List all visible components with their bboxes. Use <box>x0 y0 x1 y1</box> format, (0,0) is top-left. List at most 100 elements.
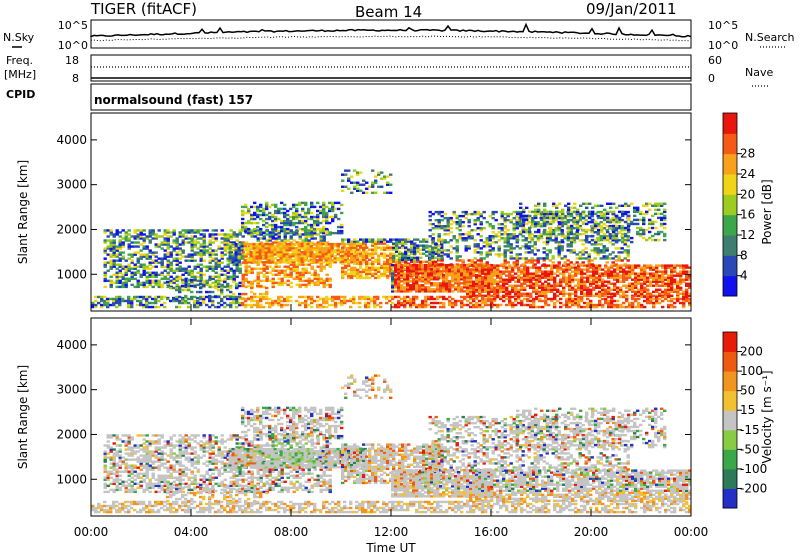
radar-cell <box>466 280 470 283</box>
radar-cell <box>455 259 459 262</box>
radar-cell <box>262 279 266 283</box>
radar-cell <box>583 292 587 296</box>
radar-cell <box>344 264 348 268</box>
radar-cell <box>264 252 268 256</box>
radar-cell <box>130 271 134 274</box>
radar-cell <box>100 299 104 303</box>
radar-cell <box>573 220 577 224</box>
radar-cell <box>271 251 275 254</box>
radar-cell <box>187 241 191 244</box>
radar-cell <box>490 276 494 279</box>
radar-cell <box>295 263 299 266</box>
radar-cell <box>519 224 523 228</box>
radar-cell <box>325 279 329 283</box>
radar-cell <box>184 241 188 244</box>
radar-cell <box>285 250 289 254</box>
radar-cell <box>499 276 503 279</box>
radar-cell <box>121 283 125 287</box>
radar-cell <box>341 248 345 251</box>
radar-cell <box>509 255 513 258</box>
radar-cell <box>154 251 158 254</box>
radar-cell <box>605 210 609 214</box>
radar-cell <box>637 274 641 277</box>
radar-cell <box>448 282 452 285</box>
radar-cell <box>550 266 554 269</box>
radar-cell <box>685 278 689 281</box>
radar-cell <box>270 246 274 250</box>
radar-cell <box>428 210 432 214</box>
radar-cell <box>541 272 545 275</box>
radar-cell <box>397 274 401 277</box>
radar-cell <box>536 249 540 252</box>
radar-cell <box>202 243 206 246</box>
radar-cell <box>577 286 581 289</box>
radar-cell <box>409 290 413 293</box>
radar-cell <box>328 285 332 289</box>
radar-cell <box>238 284 242 288</box>
radar-cell <box>145 281 149 285</box>
radar-cell <box>172 279 176 283</box>
radar-cell <box>460 274 464 277</box>
radar-cell <box>238 281 242 285</box>
radar-cell <box>663 214 667 218</box>
radar-cell <box>472 268 476 271</box>
radar-cell <box>289 231 293 235</box>
radar-cell <box>199 282 203 286</box>
radar-cell <box>262 213 266 217</box>
radar-cell <box>437 257 441 260</box>
radar-cell <box>298 277 302 281</box>
radar-cell <box>154 283 158 287</box>
radar-cell <box>163 257 167 260</box>
radar-cell <box>234 244 238 248</box>
radar-cell <box>148 255 152 258</box>
radar-cell <box>430 278 434 281</box>
radar-cell <box>392 246 396 249</box>
radar-cell <box>154 305 158 309</box>
radar-cell <box>139 275 143 279</box>
radar-cell <box>544 274 548 277</box>
radar-cell <box>392 242 396 245</box>
radar-cell <box>436 284 440 287</box>
radar-cell <box>545 243 549 246</box>
radar-cell <box>652 280 656 283</box>
radar-cell <box>142 233 146 236</box>
radar-cell <box>318 244 322 248</box>
radar-cell <box>607 272 611 275</box>
radar-cell <box>136 295 140 299</box>
radar-cell <box>244 269 248 272</box>
radar-cell <box>309 244 313 248</box>
radar-cell <box>652 290 656 294</box>
radar-cell <box>535 288 539 292</box>
radar-cell <box>286 231 290 235</box>
radar-cell <box>605 247 609 250</box>
radar-cell <box>449 222 453 226</box>
radar-cell <box>509 245 513 248</box>
radar-cell <box>612 226 616 230</box>
radar-cell <box>359 238 363 241</box>
radar-cell <box>416 258 420 261</box>
radar-cell <box>199 257 203 260</box>
radar-cell <box>524 245 528 248</box>
radar-cell <box>241 241 245 244</box>
radar-cell <box>362 260 366 264</box>
radar-cell <box>430 270 434 273</box>
radar-cell <box>437 238 441 241</box>
radar-cell <box>481 272 485 275</box>
radar-cell <box>667 286 671 289</box>
radar-cell <box>648 236 652 240</box>
radar-cell <box>199 279 203 283</box>
radar-cell <box>244 205 248 209</box>
radar-cell <box>304 267 308 270</box>
radar-cell <box>620 229 624 232</box>
radar-cell <box>115 263 119 266</box>
radar-cell <box>321 242 325 246</box>
radar-cell <box>451 284 455 287</box>
radar-cell <box>625 290 629 294</box>
radar-cell <box>600 226 604 230</box>
radar-cell <box>670 286 674 289</box>
radar-cell <box>651 222 655 226</box>
radar-cell <box>503 227 507 230</box>
radar-cell <box>253 205 257 209</box>
radar-cell <box>258 261 262 264</box>
radar-cell <box>612 234 616 238</box>
